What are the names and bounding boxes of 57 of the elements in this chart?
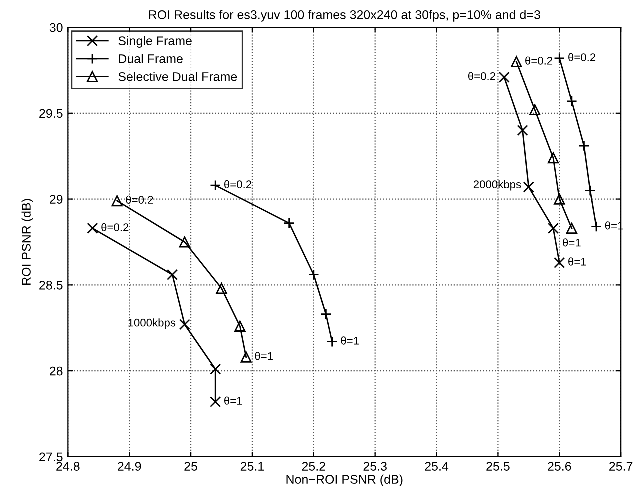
annotation: θ=0.2 [102,223,129,232]
y-tick-label: 30 [50,23,63,32]
point [511,56,522,68]
annotation: θ=1 [224,396,242,405]
x-tick-label: 25.3 [364,462,387,471]
point [517,125,528,136]
y-tick-label: 29.5 [40,109,63,118]
y-tick-label: 27.5 [40,452,63,462]
annotation: 1000kbps [128,318,176,329]
point [112,195,123,207]
annotation: θ=0.2 [468,72,496,80]
y-tick-label: 28.5 [40,280,63,290]
annotation: 2000kbps [474,180,522,191]
y-axis-title: ROI PSNR (dB) [22,199,34,285]
point [210,396,222,408]
point [498,72,510,83]
x-tick-label: 25.7 [610,462,633,471]
chart-title: ROI Results for es3.yuv 100 frames 320x240 at 30fps, p=10% and d=3 [149,10,540,22]
annotation: θ=0.2 [526,56,553,65]
point [179,319,190,330]
x-tick-label: 25.1 [240,462,264,471]
point [210,364,222,375]
annotation: θ=1 [568,258,586,266]
point [240,352,252,363]
x-tick-label: 24.9 [118,462,142,471]
annotation: θ=0.2 [568,53,596,62]
legend-label: Single Frame [118,36,192,48]
point [523,182,534,193]
x-tick-label: 25.2 [302,462,326,471]
annotation: θ=1 [563,238,581,247]
x-tick-label: 25.6 [548,462,572,471]
annotation: θ=1 [341,336,359,345]
x-tick-label: 24.8 [56,462,80,471]
legend-label: Selective Dual Frame [118,72,238,82]
x-tick-label: 25.5 [486,462,510,471]
annotation: θ=1 [255,352,273,360]
point [554,257,566,268]
x-tick-label: 25.4 [425,462,449,471]
point [179,236,190,248]
annotation: θ=0.2 [126,196,154,204]
y-tick-label: 29 [50,195,63,204]
point [566,222,578,234]
point [87,222,98,234]
x-axis-title: Non−ROI PSNR (dB) [286,474,403,486]
point [554,194,566,205]
point [167,269,178,280]
y-tick-label: 28 [50,366,63,376]
legend-label: Dual Frame [119,54,183,64]
point [234,320,246,332]
point [216,283,228,294]
annotation: θ=0.2 [224,180,252,189]
point [548,222,560,234]
point [210,180,222,192]
point [530,104,541,116]
point [554,52,566,64]
x-tick-label: 25 [184,462,198,471]
point [548,152,560,164]
